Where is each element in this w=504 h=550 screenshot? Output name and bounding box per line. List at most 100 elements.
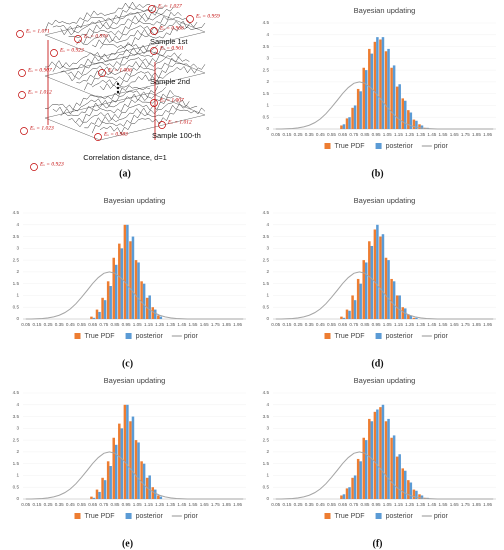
x-tick-label: 1.15	[394, 132, 403, 137]
y-tick-label: 3	[16, 246, 19, 251]
y-tick-label: 3.5	[13, 414, 20, 419]
panel-label: (d)	[371, 358, 383, 369]
y-tick-label: 4	[266, 402, 269, 407]
legend-label: True PDF	[85, 513, 115, 520]
bar	[137, 442, 140, 499]
bar	[140, 281, 143, 319]
sample-plane	[44, 9, 206, 58]
line	[25, 271, 244, 320]
y-tick-label: 4	[16, 222, 19, 227]
x-tick-label: 0.35	[55, 322, 64, 327]
x-tick-label: 0.65	[88, 502, 97, 507]
bar	[353, 105, 357, 129]
value-label: Eₓ = 1.006	[107, 67, 132, 73]
bar	[415, 317, 418, 319]
x-tick-label: 1.85	[472, 502, 481, 507]
y-tick-label: 2.5	[263, 67, 270, 72]
chart-title: Bayesian updating	[104, 376, 166, 385]
red-marker	[98, 69, 106, 77]
bar	[368, 241, 371, 319]
x-tick-label: 1.25	[405, 322, 414, 327]
bar	[98, 491, 101, 499]
red-marker	[16, 30, 24, 38]
x-tick-label: 1.65	[450, 132, 459, 137]
bar	[381, 234, 385, 319]
x-tick-label: 1.45	[177, 502, 186, 507]
chart-title: Bayesian updating	[354, 6, 416, 15]
chart-title: Bayesian updating	[354, 196, 416, 205]
y-tick-label: 2.5	[13, 437, 20, 442]
value-label: Eₓ = 0.923	[59, 47, 84, 53]
bar	[145, 297, 149, 319]
diagram-caption: Correlation distance, d=1	[83, 153, 167, 162]
y-tick-label: 2.5	[263, 257, 270, 262]
bar	[92, 497, 96, 499]
x-tick-label: 0.85	[111, 322, 120, 327]
x-tick-label: 1.85	[222, 322, 231, 327]
bar	[118, 243, 121, 319]
bar	[392, 281, 396, 319]
bar	[95, 309, 99, 319]
x-tick-label: 1.95	[233, 502, 242, 507]
line	[25, 451, 244, 500]
legend-swatch	[375, 143, 382, 149]
random-field-line	[76, 52, 182, 84]
x-tick-label: 0.45	[316, 502, 325, 507]
x-tick-label: 0.75	[349, 322, 358, 327]
red-marker	[74, 35, 82, 43]
bar	[356, 458, 360, 499]
bar	[342, 124, 346, 129]
value-label: Eₓ = 1.012	[27, 89, 52, 95]
bar	[148, 475, 151, 499]
legend-swatch	[125, 513, 132, 519]
x-tick-label: 1.25	[155, 502, 164, 507]
x-tick-label: 1.65	[200, 502, 209, 507]
bar	[351, 477, 354, 499]
chart-title: Bayesian updating	[104, 196, 166, 205]
y-tick-label: 3.5	[263, 414, 270, 419]
bar	[404, 100, 407, 129]
x-tick-label: 0.45	[316, 322, 325, 327]
bar	[401, 468, 405, 499]
bar	[390, 437, 393, 499]
bar	[120, 248, 124, 319]
bar	[407, 314, 410, 319]
bar	[395, 86, 399, 129]
x-tick-label: 1.35	[166, 502, 175, 507]
bar	[157, 315, 160, 319]
random-field-line	[52, 5, 159, 33]
x-tick-label: 1.95	[483, 132, 492, 137]
x-tick-label: 1.15	[394, 502, 403, 507]
x-tick-label: 1.45	[427, 322, 436, 327]
x-tick-label: 1.55	[189, 322, 198, 327]
bar	[387, 48, 390, 129]
x-tick-label: 0.65	[338, 502, 347, 507]
bar	[109, 466, 112, 499]
y-tick-label: 2.5	[13, 257, 20, 262]
y-tick-label: 4	[266, 222, 269, 227]
bar	[345, 118, 349, 129]
y-tick-label: 0.5	[13, 304, 20, 309]
y-tick-label: 4.5	[263, 390, 270, 395]
x-tick-label: 1.75	[211, 322, 220, 327]
y-tick-label: 0.5	[263, 114, 270, 119]
bar	[373, 229, 377, 319]
bar	[151, 307, 155, 319]
x-tick-label: 0.15	[32, 322, 41, 327]
value-label: Eₓ = 1.023	[29, 125, 54, 131]
red-marker	[50, 49, 58, 57]
bar	[407, 110, 410, 129]
x-tick-label: 0.05	[271, 322, 280, 327]
bar	[390, 278, 393, 319]
panel-label: (c)	[122, 358, 133, 369]
bar	[392, 65, 396, 129]
y-tick-label: 2	[266, 449, 269, 454]
bar	[134, 260, 138, 319]
panel-label: (f)	[373, 538, 383, 549]
bar	[351, 107, 354, 129]
sample-plane	[44, 50, 206, 99]
legend-swatch	[324, 143, 331, 149]
ellipsis-dot	[116, 86, 120, 90]
value-label: Eₓ = 0.966	[159, 25, 184, 31]
